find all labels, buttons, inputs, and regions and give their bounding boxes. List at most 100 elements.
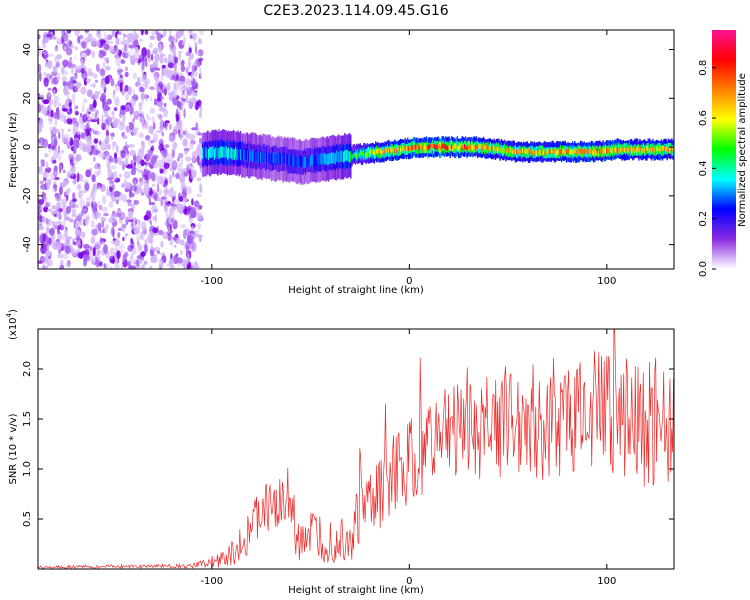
spectrogram-noise-blob [191, 85, 194, 92]
spectrogram-signal-cell [262, 150, 264, 162]
spectrogram-signal-cell [651, 147, 653, 153]
spectrogram-noise-blob [58, 186, 63, 196]
spectrogram-noise-blob [124, 233, 129, 237]
spectrogram-noise-blob [123, 171, 131, 179]
spectrogram-noise-blob [85, 78, 91, 83]
spectrogram-noise-blob [122, 35, 126, 42]
spectrogram-signal-cell [540, 149, 543, 155]
spectrogram-noise-blob [180, 224, 187, 229]
spectrogram-signal-cell [433, 143, 435, 149]
spectrogram-signal-cell [367, 152, 370, 158]
spectrogram-noise-blob [187, 100, 190, 104]
spectrogram-frame [37, 29, 675, 270]
spectrogram-noise-blob [108, 40, 113, 45]
spectrogram-signal-cell [201, 148, 204, 160]
spectrogram-noise-blob [47, 87, 52, 91]
spectrogram-noise-blob [57, 153, 62, 161]
spectrogram-signal-cell [530, 149, 532, 155]
spectrogram-noise-blob [163, 57, 168, 64]
spectrogram-signal-cell [204, 148, 206, 160]
spectrogram-noise-blob [172, 58, 175, 64]
spectrogram-noise-blob [66, 194, 69, 202]
spectrogram-noise-blob [182, 188, 186, 199]
spectrogram-signal-cell [391, 146, 393, 152]
spectrogram-noise-blob [54, 214, 58, 218]
spectrogram-noise-blob [125, 93, 129, 102]
spectrogram-signal-cell [334, 153, 337, 165]
spectrogram-noise-blob [173, 80, 180, 91]
spectrogram-signal-cell [364, 152, 366, 158]
spectrogram-noise-blob [127, 86, 132, 96]
spectrogram-noise-blob [86, 89, 93, 98]
spectrogram-noise-blob [137, 188, 143, 194]
spectrogram-signal-cell [348, 151, 351, 163]
spectrogram-signal-cell [261, 151, 263, 162]
spectrogram-signal-cell [431, 143, 434, 149]
spectrogram-noise-blob [57, 239, 61, 246]
spectrogram-noise-blob [184, 150, 188, 155]
spectrogram-noise-blob [136, 259, 140, 267]
spectrogram-noise-blob [88, 71, 94, 77]
spectrogram-signal-cell [652, 147, 654, 153]
spectrogram-noise-blob [76, 130, 81, 135]
spectrogram-noise-blob [41, 138, 49, 149]
spectrogram-noise-blob [80, 231, 86, 238]
spectrogram-noise-blob [113, 190, 120, 198]
spectrogram-signal-cell [389, 148, 391, 154]
spectrogram-signal-cell [437, 143, 440, 149]
spectrogram-noise-blob [164, 205, 168, 212]
spectrogram-noise-blob [172, 198, 175, 203]
spectrogram-noise-blob [143, 174, 148, 181]
spectrogram-signal-cell [420, 143, 422, 149]
spectrogram-noise-blob [113, 107, 118, 112]
spectrogram-signal-cell [313, 155, 315, 167]
spectrogram-signal-cell [356, 153, 358, 159]
spectrogram-noise-blob [85, 123, 90, 131]
spectrogram-signal-cell [551, 148, 553, 154]
spectrogram-noise-blob [39, 124, 44, 129]
spectrogram-noise-blob [180, 191, 186, 197]
x-tick-label: 100 [597, 276, 616, 287]
spectrogram-noise-blob [156, 67, 161, 71]
spectrogram-signal-cell [277, 152, 280, 164]
spectrogram-noise-blob [184, 241, 190, 250]
spectrogram-noise-blob [199, 67, 202, 78]
spectrogram-noise-blob [104, 151, 110, 155]
spectrogram-noise-blob [62, 108, 69, 112]
spectrogram-noise-blob [169, 203, 175, 207]
spectrogram-signal-cell [653, 147, 655, 153]
spectrogram-noise-blob [133, 111, 139, 116]
spectrogram-noise-blob [38, 221, 43, 231]
spectrogram-noise-blob [193, 261, 199, 269]
spectrogram-noise-blob [168, 123, 172, 130]
spectrogram-noise-blob [114, 247, 119, 252]
spectrogram-noise-blob [182, 229, 187, 240]
spectrogram-noise-blob [149, 219, 152, 226]
spectrogram-noise-blob [182, 84, 187, 92]
spectrogram-noise-blob [124, 39, 130, 48]
spectrogram-noise-blob [125, 107, 130, 112]
spectrogram-signal-cell [598, 149, 601, 154]
spectrogram-noise-blob [87, 116, 92, 121]
spectrogram-noise-blob [66, 115, 71, 119]
spectrogram-noise-blob [58, 132, 61, 140]
spectrogram-noise-blob [167, 53, 172, 62]
spectrogram-noise-blob [102, 42, 107, 50]
spectrogram-noise-blob [187, 234, 194, 245]
spectrogram-noise-blob [128, 44, 135, 49]
spectrogram-signal-cell [382, 150, 384, 155]
spectrogram-noise-blob [93, 73, 98, 79]
spectrogram-noise-blob [168, 62, 175, 69]
spectrogram-noise-blob [61, 149, 64, 154]
spectrogram-noise-blob [179, 30, 184, 37]
spectrogram-noise-blob [83, 179, 89, 184]
spectrogram-noise-blob [40, 159, 46, 168]
spectrogram-signal-cell [525, 149, 527, 155]
spectrogram-noise-blob [200, 102, 203, 112]
spectrogram-noise-blob [49, 74, 53, 79]
spectrogram-signal-cell [250, 149, 252, 160]
spectrogram-noise-blob [171, 160, 178, 171]
spectrogram-noise-blob [200, 167, 203, 173]
spectrogram-noise-blob [73, 220, 79, 227]
spectrogram-signal-cell [475, 146, 478, 151]
